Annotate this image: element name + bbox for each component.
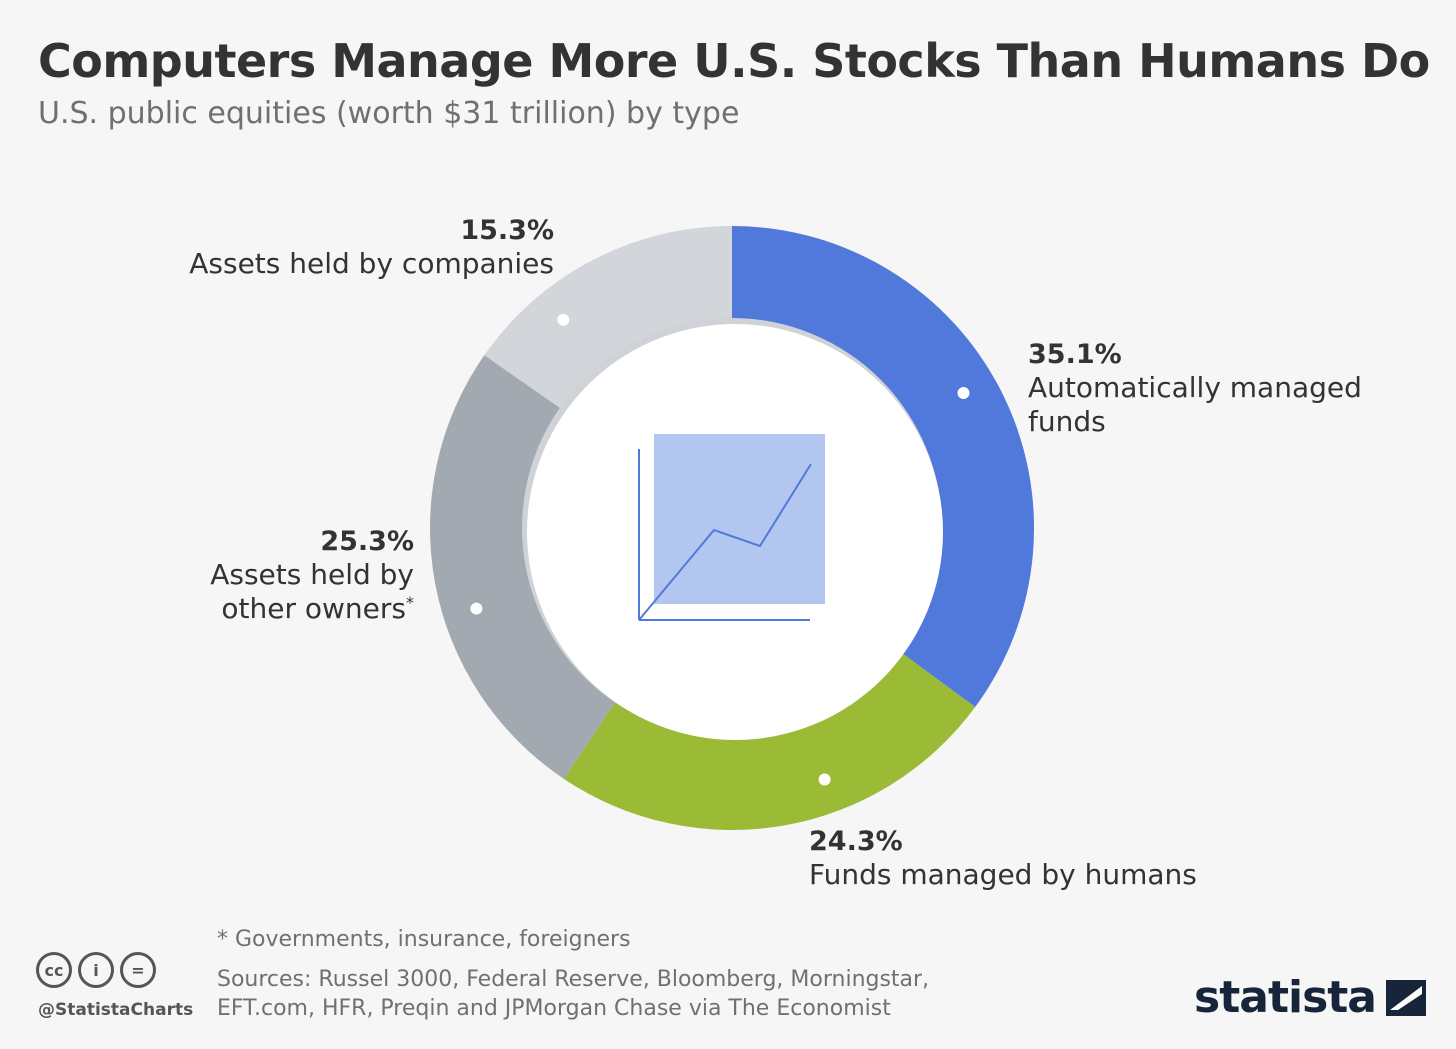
attribution-icon: i [78,952,114,988]
value-label-automatically-managed-funds: 35.1% [1028,339,1122,370]
brand-name: statista [1194,972,1377,1023]
category-label-assets-held-by-other-owners-line-1: Assets held by [210,558,414,591]
sources-line-2: EFT.com, HFR, Preqin and JPMorgan Chase … [217,996,891,1021]
value-label-assets-held-by-companies: 15.3% [460,215,554,246]
category-label-automatically-managed-funds-line-1: Automatically managed [1028,371,1362,404]
statista-logo[interactable]: statista [1194,972,1426,1023]
statista-logo-icon [1386,979,1426,1016]
statista-handle[interactable]: @StatistaCharts [38,1000,194,1020]
category-label-funds-managed-by-humans-line-1: Funds managed by humans [809,858,1197,891]
category-label-automatically-managed-funds-line-2: funds [1028,405,1106,438]
chart-growth-icon [638,434,825,621]
no-derivatives-icon: = [120,952,156,988]
chart-title: Computers Manage More U.S. Stocks Than H… [38,34,1430,88]
cc-icon: cc [36,952,72,988]
chart-subtitle: U.S. public equities (worth $31 trillion… [38,96,740,131]
footnote: * Governments, insurance, foreigners [217,927,631,952]
sources: Sources: Russel 3000, Federal Reserve, B… [217,965,929,1023]
category-label-assets-held-by-other-owners-line-2: other owners* [221,592,414,625]
value-label-funds-managed-by-humans: 24.3% [809,826,903,857]
value-label-assets-held-by-other-owners: 25.3% [320,526,414,557]
label-marker-automatically-managed-funds [953,382,974,403]
license-icons: cc i = [36,952,156,988]
category-label-assets-held-by-companies-line-1: Assets held by companies [189,247,554,280]
label-marker-assets-held-by-other-owners [466,598,487,619]
sources-line-1: Sources: Russel 3000, Federal Reserve, B… [217,967,930,992]
label-marker-assets-held-by-companies [553,309,574,330]
label-marker-funds-managed-by-humans [814,769,835,790]
